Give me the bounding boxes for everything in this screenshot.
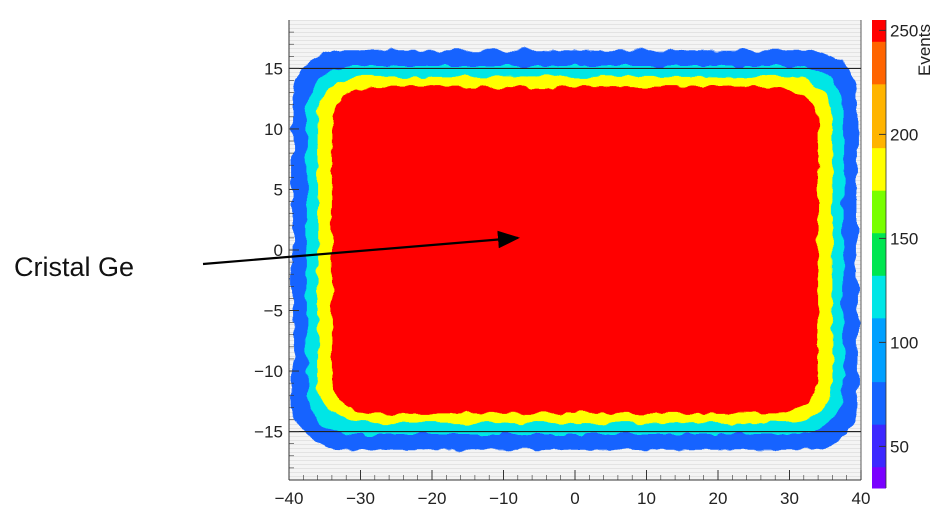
color-scale-band: [872, 190, 886, 212]
x-tick-label: 40: [852, 489, 871, 508]
heat-region-255: [331, 86, 819, 414]
color-scale-band: [872, 83, 886, 106]
x-tick-label: −10: [489, 489, 518, 508]
color-scale-band: [872, 62, 886, 85]
x-tick-label: −40: [275, 489, 304, 508]
color-scale-band: [872, 211, 886, 234]
x-axis-ticks: −40 −30 −20 −10 0 10 20 30 40: [275, 470, 871, 508]
y-tick-label: 10: [264, 120, 283, 139]
color-scale-band: [872, 317, 886, 340]
color-scale-band: [872, 41, 886, 64]
y-tick-label: −5: [264, 302, 283, 321]
x-tick-label: 30: [780, 489, 799, 508]
y-tick-label: −10: [254, 362, 283, 381]
y-tick-label: 5: [274, 180, 283, 199]
color-scale-band: [872, 339, 886, 361]
color-scale-ticks: 50 100 150 200 250: [879, 21, 918, 456]
color-scale-band: [872, 168, 886, 191]
x-tick-label: −30: [346, 489, 375, 508]
z-tick-label: 150: [890, 229, 918, 248]
z-tick-label: 50: [890, 437, 909, 456]
x-tick-label: −20: [418, 489, 447, 508]
x-tick-label: 0: [570, 489, 579, 508]
annotation-arrow: [202, 230, 520, 266]
color-scale-band: [872, 424, 886, 446]
y-tick-label: 0: [274, 241, 283, 260]
y-axis-ticks: 15 10 5 0 −5 −10 −15: [254, 31, 299, 469]
color-scale-band: [872, 275, 886, 298]
annotation-label: Cristal Ge: [14, 252, 134, 282]
color-scale-band: [872, 445, 886, 468]
color-scale-band: [872, 296, 886, 319]
color-scale-band: [872, 232, 886, 255]
x-tick-label: 10: [637, 489, 656, 508]
reference-lines: [289, 67, 861, 433]
x-tick-label: 20: [709, 489, 728, 508]
color-scale-band: [872, 126, 886, 149]
y-tick-label: −15: [254, 423, 283, 442]
color-scale-label: Events: [915, 24, 934, 76]
z-tick-label: 250: [890, 21, 918, 40]
y-tick-label: 15: [264, 59, 283, 78]
color-scale: [872, 20, 887, 489]
color-scale-band: [872, 147, 886, 170]
z-tick-label: 100: [890, 333, 918, 352]
color-scale-band: [872, 360, 886, 383]
z-tick-label: 200: [890, 125, 918, 144]
color-scale-band: [872, 381, 886, 404]
heat-layer: [292, 50, 858, 450]
color-scale-band: [872, 254, 886, 276]
color-scale-band: [872, 105, 886, 127]
color-scale-band: [872, 466, 886, 489]
color-scale-band: [872, 402, 886, 425]
